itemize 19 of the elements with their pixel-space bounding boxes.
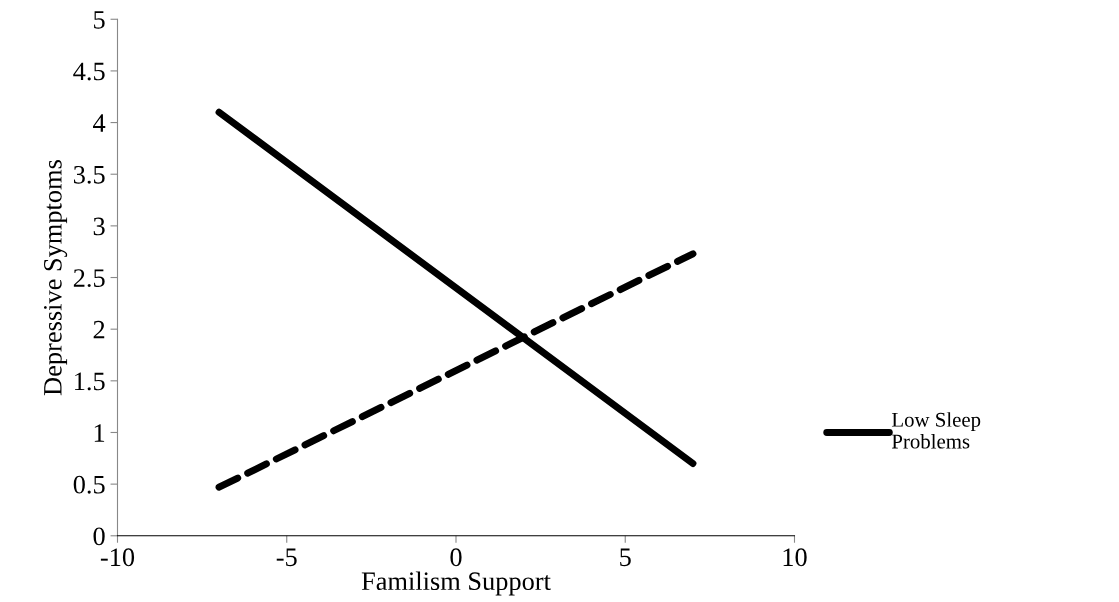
x-tick-label: 10 (783, 548, 807, 567)
y-tick-label: 2.5 (73, 269, 105, 288)
y-tick-label: 3 (93, 217, 105, 236)
x-tick-label: -5 (276, 548, 297, 567)
x-axis-title: Familism Support (361, 571, 551, 596)
y-tick-label: 1.5 (75, 372, 105, 391)
y-tick-label: 1 (94, 424, 105, 442)
y-tick-label: 5 (94, 11, 105, 29)
y-tick-label: 3.5 (73, 165, 105, 184)
x-tick-label: 5 (620, 548, 631, 567)
y-tick-label: 4 (93, 114, 106, 132)
legend-label: Low Sleep Problems (891, 412, 981, 449)
y-tick-label: 0.5 (73, 475, 105, 494)
x-tick-label: 0 (450, 548, 462, 567)
y-tick-label: 0 (93, 527, 105, 546)
y-tick-label: 4.5 (73, 62, 105, 81)
y-tick-label: 2 (93, 320, 105, 339)
x-tick-label: -10 (100, 548, 135, 567)
y-axis-title: Depressive Symptoms (43, 160, 68, 396)
